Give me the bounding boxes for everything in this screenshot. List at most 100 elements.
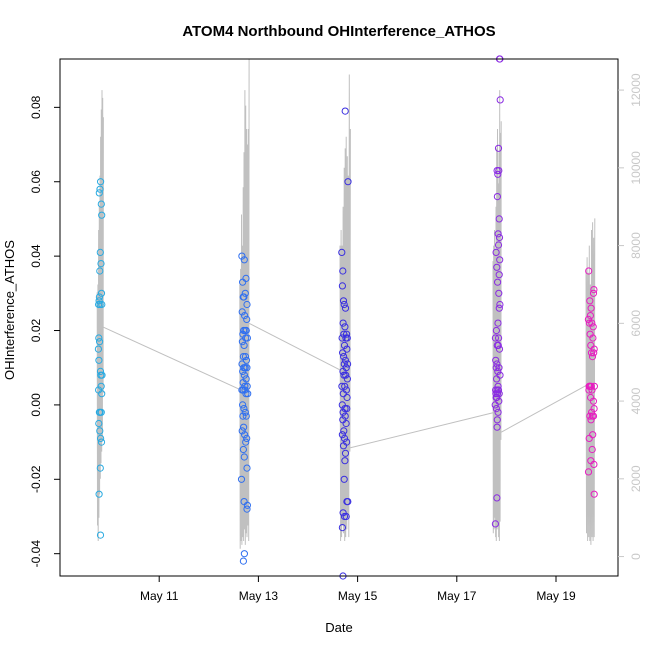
data-point xyxy=(584,468,593,476)
data-point xyxy=(585,386,593,394)
data-point xyxy=(240,550,248,558)
data-point xyxy=(588,445,596,454)
data-point xyxy=(339,267,347,275)
data-point xyxy=(341,107,349,115)
y2-tick-label: 4000 xyxy=(629,387,643,414)
data-point xyxy=(239,278,247,286)
scatter-points-layer xyxy=(94,55,599,580)
data-point xyxy=(494,408,502,416)
y-tick-label: -0.02 xyxy=(29,465,43,493)
data-point xyxy=(339,390,347,398)
data-point xyxy=(341,304,350,312)
data-point xyxy=(243,382,251,390)
data-point xyxy=(495,345,504,353)
y2-tick-label: 6000 xyxy=(629,310,643,337)
y2-tick-label: 0 xyxy=(629,553,643,560)
data-point xyxy=(587,416,595,424)
altitude-connector-3 xyxy=(350,412,494,449)
altitude-trace-flight-2 xyxy=(239,58,250,549)
data-point xyxy=(340,427,348,435)
data-point xyxy=(243,464,251,472)
altitude-line-layer xyxy=(96,58,596,549)
data-point xyxy=(338,382,346,390)
data-point xyxy=(495,233,504,242)
data-point xyxy=(495,215,503,223)
data-point xyxy=(241,312,249,320)
data-point xyxy=(585,434,593,442)
data-point xyxy=(95,334,103,342)
data-point xyxy=(338,431,346,439)
data-point xyxy=(240,423,248,431)
data-point xyxy=(589,412,598,420)
data-point xyxy=(590,405,598,413)
data-point xyxy=(237,475,246,483)
data-point xyxy=(587,382,595,390)
data-point xyxy=(243,334,251,342)
data-point xyxy=(97,434,105,442)
data-point xyxy=(344,498,352,506)
data-point xyxy=(94,345,103,353)
data-point xyxy=(494,230,502,238)
data-point xyxy=(98,300,106,309)
data-point xyxy=(96,427,104,435)
x-axis: May 11 May 13 May 15 May 17 May 19 xyxy=(140,576,576,603)
data-point xyxy=(340,360,348,368)
data-point xyxy=(344,178,352,186)
data-point xyxy=(343,375,351,383)
data-point xyxy=(590,349,598,357)
data-point xyxy=(340,475,348,483)
data-point xyxy=(586,312,595,320)
data-point xyxy=(341,449,350,457)
data-point xyxy=(244,390,252,398)
data-point xyxy=(343,330,351,338)
data-point xyxy=(495,364,503,372)
data-point xyxy=(96,267,104,275)
data-point xyxy=(493,360,501,368)
data-point xyxy=(343,405,351,413)
data-point xyxy=(96,248,104,256)
data-point xyxy=(496,96,504,104)
data-point xyxy=(496,256,504,264)
data-point xyxy=(238,308,246,316)
data-point xyxy=(492,405,500,413)
data-point xyxy=(98,211,106,219)
data-point xyxy=(242,356,251,364)
y2-tick-label: 8000 xyxy=(629,232,643,259)
data-point xyxy=(95,189,103,197)
data-point xyxy=(239,445,247,454)
data-point xyxy=(587,349,596,357)
data-point xyxy=(589,397,598,405)
data-point xyxy=(339,349,347,357)
data-point xyxy=(240,405,248,413)
data-point xyxy=(96,531,105,539)
data-point xyxy=(240,341,248,349)
x-tick-label: May 13 xyxy=(239,589,279,603)
altitude-connector-2 xyxy=(248,322,341,371)
y2-tick-label: 2000 xyxy=(629,465,643,492)
data-point xyxy=(243,501,251,509)
data-point xyxy=(492,356,500,364)
data-point xyxy=(338,524,346,532)
data-point xyxy=(240,293,248,301)
data-point xyxy=(97,178,105,186)
data-point xyxy=(97,289,106,297)
data-point xyxy=(492,326,500,335)
data-point xyxy=(493,393,501,402)
data-point xyxy=(492,364,500,372)
data-point xyxy=(491,334,499,342)
data-point xyxy=(343,345,351,353)
data-point xyxy=(95,293,104,301)
data-point xyxy=(340,341,349,349)
plot-frame xyxy=(59,58,619,577)
data-point xyxy=(97,438,106,446)
data-point xyxy=(240,371,248,379)
data-point xyxy=(589,334,597,342)
data-point xyxy=(96,185,104,193)
data-point xyxy=(588,353,597,361)
data-point xyxy=(589,289,598,297)
data-point xyxy=(493,416,501,424)
data-point xyxy=(243,505,251,513)
y-tick-label: 0.08 xyxy=(29,95,43,119)
data-point xyxy=(494,367,502,375)
data-point xyxy=(495,397,503,405)
